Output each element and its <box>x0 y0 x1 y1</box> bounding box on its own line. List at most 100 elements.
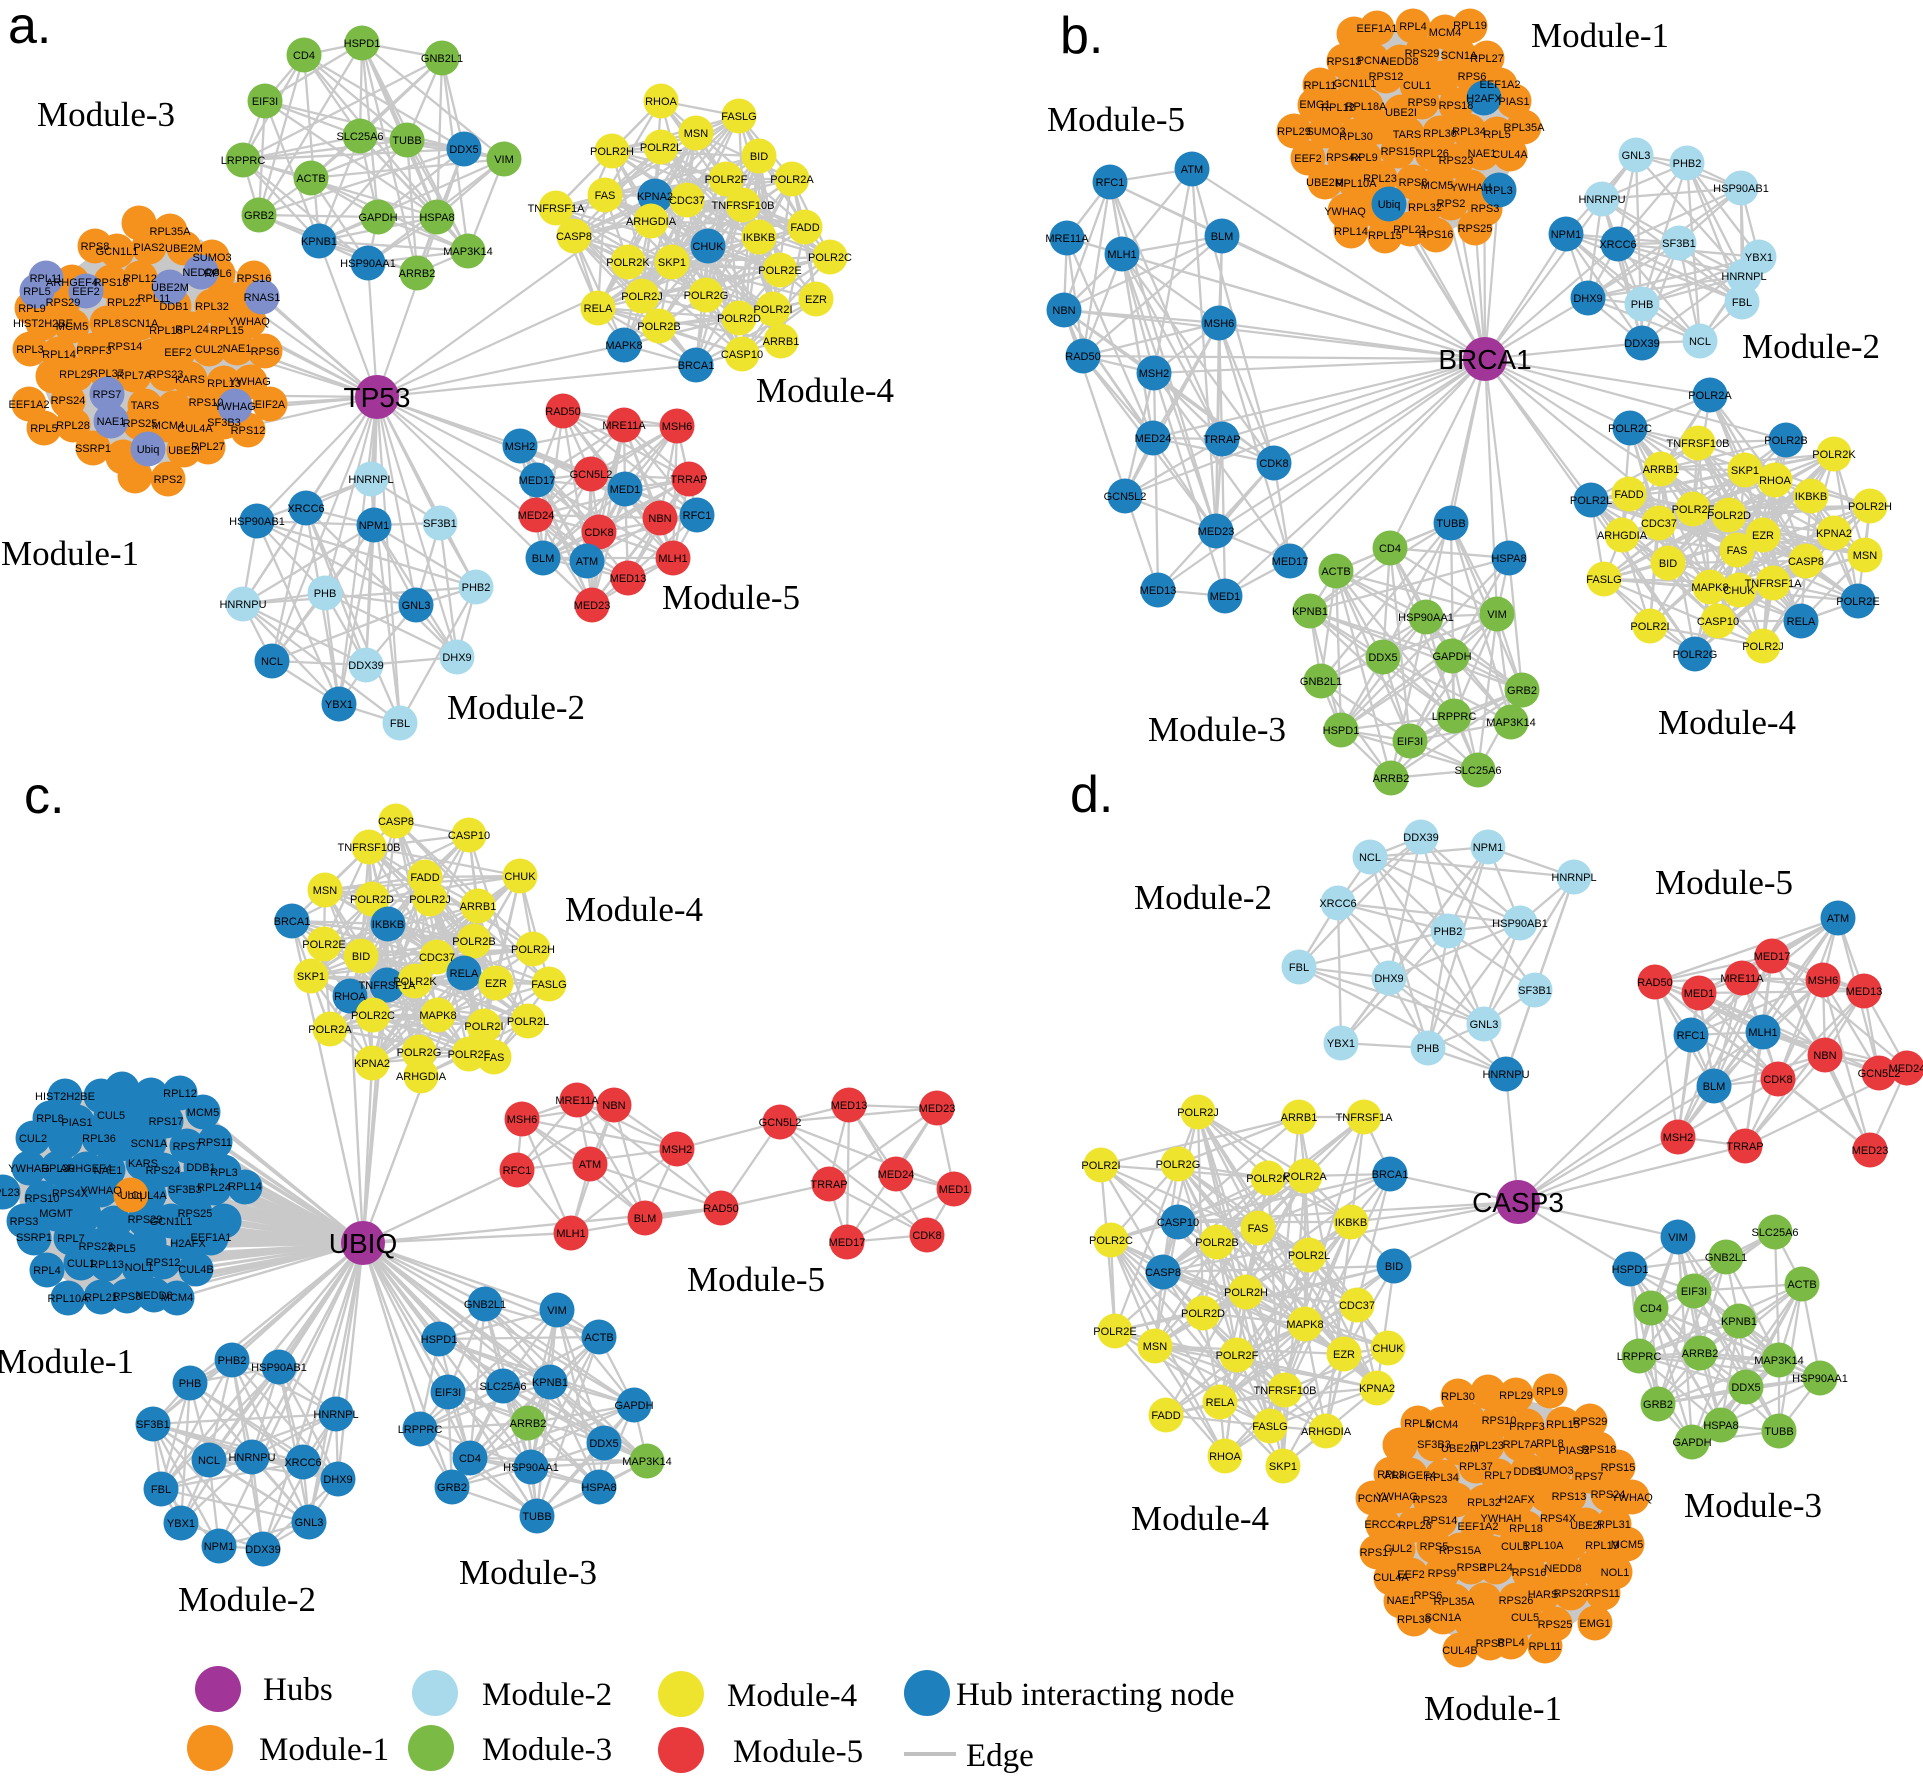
svg-text:EIF3I: EIF3I <box>1397 736 1423 748</box>
svg-text:Module-5: Module-5 <box>1655 863 1793 902</box>
svg-text:GNB2L1: GNB2L1 <box>464 1299 506 1311</box>
svg-text:DHX9: DHX9 <box>442 652 471 664</box>
svg-text:EZR: EZR <box>1752 530 1774 542</box>
svg-text:NOL1: NOL1 <box>1601 1567 1630 1579</box>
svg-text:RPS9: RPS9 <box>1408 97 1437 109</box>
svg-text:RPS29: RPS29 <box>1573 1416 1608 1428</box>
svg-text:POLR2H: POLR2H <box>1224 1287 1268 1299</box>
svg-text:EZR: EZR <box>805 294 827 306</box>
svg-text:HSP90AA1: HSP90AA1 <box>1792 1373 1848 1385</box>
svg-text:HSP90AB1: HSP90AB1 <box>229 516 285 528</box>
svg-text:RELA: RELA <box>1787 616 1816 628</box>
svg-text:IKBKB: IKBKB <box>372 919 404 931</box>
svg-text:RPL23: RPL23 <box>1470 1440 1504 1452</box>
svg-text:MED1: MED1 <box>1210 591 1241 603</box>
svg-text:BLM: BLM <box>532 553 555 565</box>
svg-text:TUBB: TUBB <box>1764 1426 1793 1438</box>
svg-text:HNRNPU: HNRNPU <box>1578 194 1625 206</box>
svg-text:DDX5: DDX5 <box>1368 652 1397 664</box>
svg-text:GAPDH: GAPDH <box>1672 1437 1711 1449</box>
svg-text:EEF1A2: EEF1A2 <box>9 399 50 411</box>
svg-text:RPL29: RPL29 <box>59 369 93 381</box>
svg-text:TNFRSF1A: TNFRSF1A <box>1336 1112 1394 1124</box>
svg-text:MCM5: MCM5 <box>1611 1539 1643 1551</box>
svg-text:RPL35A: RPL35A <box>150 226 192 238</box>
svg-text:NCL: NCL <box>198 1455 220 1467</box>
svg-text:POLR2G: POLR2G <box>1156 1159 1201 1171</box>
svg-text:CASP10: CASP10 <box>721 349 763 361</box>
svg-text:RAD50: RAD50 <box>1637 977 1672 989</box>
svg-text:BID: BID <box>1385 1261 1403 1273</box>
svg-text:MED17: MED17 <box>829 1237 866 1249</box>
svg-text:POLR2D: POLR2D <box>717 313 761 325</box>
svg-text:RPL14: RPL14 <box>1334 226 1368 238</box>
svg-text:VIM: VIM <box>494 154 514 166</box>
svg-text:ARRB2: ARRB2 <box>1682 1348 1719 1360</box>
svg-text:POLR2L: POLR2L <box>507 1016 549 1028</box>
svg-text:RPL14: RPL14 <box>42 349 76 361</box>
svg-text:RPS25: RPS25 <box>1458 223 1493 235</box>
svg-text:GCN5L2: GCN5L2 <box>570 469 613 481</box>
svg-text:RPS25: RPS25 <box>178 1208 213 1220</box>
svg-text:MSN: MSN <box>1143 1341 1168 1353</box>
svg-text:GCN5L2: GCN5L2 <box>1104 491 1147 503</box>
svg-text:MLH1: MLH1 <box>556 1228 585 1240</box>
svg-text:RPL29: RPL29 <box>1499 1390 1533 1402</box>
svg-text:RPS3: RPS3 <box>10 1216 39 1228</box>
svg-text:SSRP1: SSRP1 <box>75 443 111 455</box>
svg-text:CUL4A: CUL4A <box>1492 149 1528 161</box>
svg-text:RPL22: RPL22 <box>107 297 141 309</box>
svg-text:SKP1: SKP1 <box>1731 465 1759 477</box>
svg-text:POLR2A: POLR2A <box>1688 390 1732 402</box>
svg-text:EEF2: EEF2 <box>72 286 100 298</box>
svg-text:Module-5: Module-5 <box>687 1260 825 1299</box>
svg-text:Ubiq: Ubiq <box>1378 199 1401 211</box>
svg-text:NCL: NCL <box>1689 336 1711 348</box>
svg-text:CHUK: CHUK <box>692 241 724 253</box>
svg-text:BID: BID <box>1659 558 1677 570</box>
svg-text:PRPF3: PRPF3 <box>76 345 111 357</box>
svg-text:EMG1: EMG1 <box>1579 1618 1610 1630</box>
svg-text:RPS7: RPS7 <box>93 389 122 401</box>
svg-text:RPS2: RPS2 <box>154 474 183 486</box>
svg-text:Module-5: Module-5 <box>662 578 800 617</box>
svg-text:RPL8: RPL8 <box>93 318 121 330</box>
svg-text:Ubiq: Ubiq <box>120 1190 143 1202</box>
svg-text:TNFRSF1A: TNFRSF1A <box>528 203 586 215</box>
svg-text:MCM5: MCM5 <box>1421 180 1453 192</box>
svg-text:DDX5: DDX5 <box>449 144 478 156</box>
svg-text:CUL2: CUL2 <box>1384 1543 1412 1555</box>
svg-text:MSH2: MSH2 <box>1663 1132 1694 1144</box>
svg-text:MSH2: MSH2 <box>1139 368 1170 380</box>
svg-text:PIAS2: PIAS2 <box>133 242 164 254</box>
svg-text:POLR2B: POLR2B <box>1195 1237 1238 1249</box>
svg-text:CHUK: CHUK <box>504 871 536 883</box>
svg-text:RPS9: RPS9 <box>1428 1568 1457 1580</box>
svg-text:MED1: MED1 <box>610 484 641 496</box>
svg-text:FBL: FBL <box>151 1484 171 1496</box>
svg-text:MLH1: MLH1 <box>1107 249 1136 261</box>
svg-text:Module-4: Module-4 <box>727 1678 857 1714</box>
svg-text:DHX9: DHX9 <box>323 1474 352 1486</box>
svg-text:CDC37: CDC37 <box>669 195 705 207</box>
svg-text:MSH6: MSH6 <box>1204 318 1235 330</box>
svg-text:PHB2: PHB2 <box>462 582 491 594</box>
svg-text:Module-3: Module-3 <box>1148 710 1286 749</box>
svg-text:MAPK8: MAPK8 <box>419 1010 456 1022</box>
svg-text:MED24: MED24 <box>1135 433 1172 445</box>
svg-text:PIAS1: PIAS1 <box>1498 96 1529 108</box>
svg-text:CASP8: CASP8 <box>1145 1267 1181 1279</box>
svg-text:GNL3: GNL3 <box>295 1517 324 1529</box>
svg-text:POLR2G: POLR2G <box>1673 649 1718 661</box>
svg-text:GNB2L1: GNB2L1 <box>1300 676 1342 688</box>
svg-text:DDX39: DDX39 <box>1624 338 1659 350</box>
svg-text:RELA: RELA <box>1206 1397 1235 1409</box>
svg-text:HSP90AB1: HSP90AB1 <box>251 1362 307 1374</box>
svg-text:ACTB: ACTB <box>584 1332 613 1344</box>
svg-text:MGMT: MGMT <box>39 1208 73 1220</box>
svg-text:VIM: VIM <box>1668 1232 1688 1244</box>
svg-text:HSPD1: HSPD1 <box>1612 1264 1649 1276</box>
svg-text:NAE1: NAE1 <box>94 1165 123 1177</box>
svg-text:ERCC4: ERCC4 <box>1364 1519 1401 1531</box>
svg-text:ATM: ATM <box>576 556 598 568</box>
